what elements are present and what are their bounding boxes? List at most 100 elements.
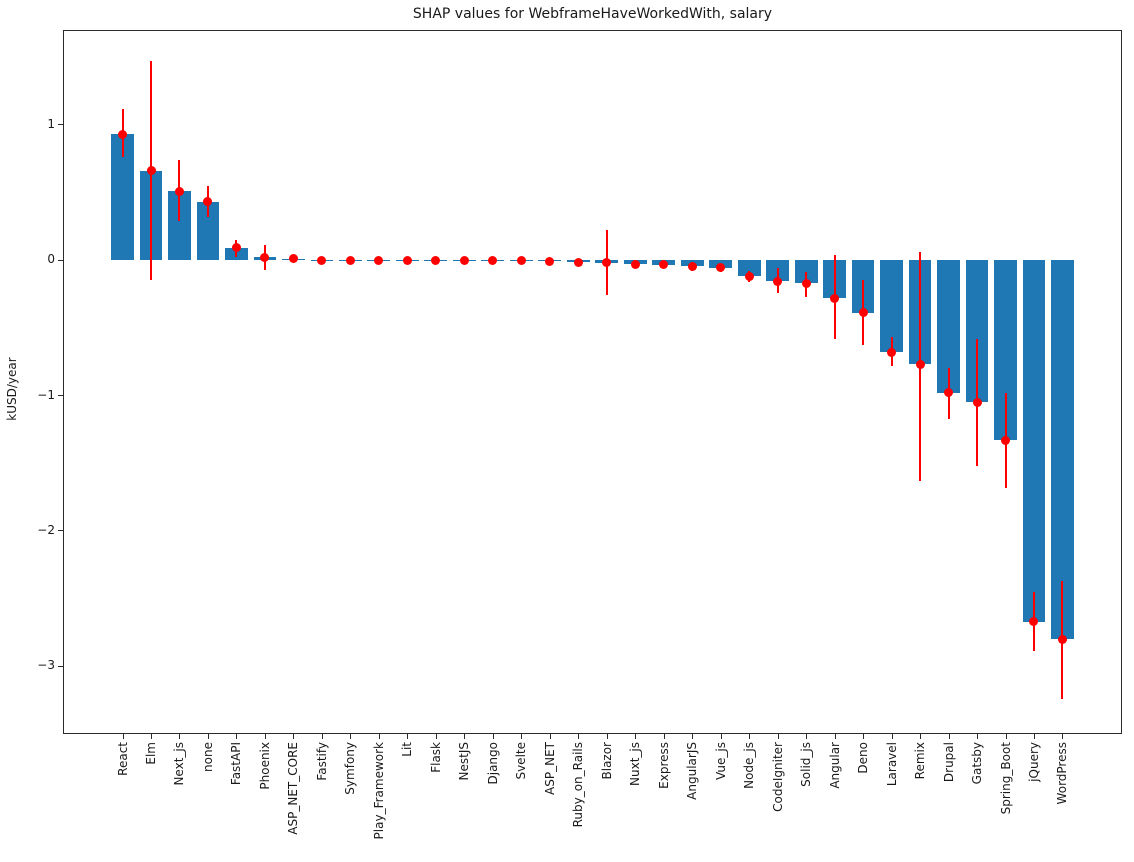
bar: [965, 260, 989, 403]
x-tick-label: Solid_js: [799, 742, 814, 787]
y-tick-label: 1: [47, 116, 55, 131]
x-tick: [977, 734, 979, 739]
x-tick-label: jQuery: [1026, 742, 1041, 782]
x-tick-label: Symfony: [343, 742, 358, 795]
mean-dot: [431, 255, 441, 265]
bar: [111, 134, 134, 261]
mean-dot: [630, 259, 640, 269]
mean-dot: [516, 256, 526, 266]
mean-dot: [716, 263, 726, 273]
mean-dot: [801, 278, 811, 288]
x-tick: [407, 734, 409, 739]
mean-dot: [203, 197, 213, 207]
y-tick-label: −3: [37, 658, 55, 673]
x-tick-label: Laravel: [884, 742, 899, 787]
x-tick-label: React: [115, 742, 130, 776]
mean-dot: [858, 308, 868, 318]
x-tick: [749, 734, 751, 739]
x-tick: [948, 734, 950, 739]
x-tick-label: AngularJS: [685, 742, 700, 800]
x-tick-label: Express: [656, 742, 671, 789]
x-tick-label: Drupal: [941, 742, 956, 783]
x-tick: [207, 734, 209, 739]
mean-dot: [488, 255, 498, 265]
x-tick: [321, 734, 323, 739]
mean-dot: [573, 257, 583, 267]
mean-dot: [231, 243, 241, 253]
mean-dot: [317, 255, 327, 265]
mean-dot: [545, 257, 555, 266]
bar: [737, 260, 761, 277]
x-tick: [692, 734, 694, 739]
mean-dot: [659, 260, 669, 270]
x-tick-label: Elm: [144, 742, 158, 765]
x-tick-label: Django: [485, 742, 500, 785]
x-tick: [635, 734, 637, 739]
bar: [937, 260, 960, 393]
mean-dot: [374, 255, 384, 265]
x-tick-label: Blazor: [599, 742, 614, 780]
x-tick: [891, 734, 893, 739]
x-tick-label: Vue_js: [713, 742, 728, 780]
x-tick: [151, 734, 152, 739]
x-tick-label: Remix: [913, 742, 928, 780]
x-tick: [293, 734, 295, 739]
x-tick-label: none: [200, 742, 215, 772]
x-tick-label: Flask: [428, 742, 443, 773]
x-tick-label: Play_Framework: [371, 742, 386, 840]
x-tick-label: Next_js: [172, 742, 187, 786]
mean-dot: [459, 255, 469, 265]
x-tick: [663, 734, 665, 739]
bar: [994, 260, 1017, 441]
y-tick-label: −1: [37, 387, 55, 402]
mean-dot: [887, 347, 897, 357]
x-tick-label: Nuxt_js: [628, 742, 643, 786]
x-tick-label: Spring_Boot: [998, 742, 1013, 815]
bar: [1022, 260, 1046, 622]
mean-dot: [402, 255, 412, 265]
plot-area: [63, 30, 1122, 734]
mean-dot: [773, 276, 783, 286]
x-tick-label: Gatsby: [970, 742, 985, 785]
x-tick-label: ASP_NET: [542, 742, 557, 795]
x-tick: [521, 734, 523, 739]
x-tick: [806, 734, 808, 739]
x-tick: [578, 734, 580, 739]
mean-dot: [260, 252, 270, 262]
y-tick-label: 0: [47, 252, 55, 267]
x-tick: [1005, 734, 1007, 739]
y-tick: [58, 395, 63, 397]
x-tick: [720, 734, 722, 739]
x-tick-label: Fastify: [314, 742, 329, 781]
mean-dot: [915, 359, 925, 369]
x-tick-label: Lit: [400, 742, 415, 757]
chart-title: SHAP values for WebframeHaveWorkedWith, …: [412, 6, 773, 22]
x-tick-label: WordPress: [1055, 742, 1070, 805]
mean-dot: [118, 129, 128, 139]
mean-dot: [744, 271, 754, 281]
mean-dot: [602, 258, 612, 268]
x-tick-label: Angular: [827, 742, 842, 789]
mean-dot: [288, 254, 298, 264]
bar: [168, 191, 191, 261]
x-tick: [378, 734, 380, 739]
mean-dot: [174, 186, 184, 196]
x-tick: [549, 734, 551, 739]
y-tick: [58, 124, 63, 126]
mean-dot: [1029, 617, 1039, 627]
x-tick: [834, 734, 836, 739]
x-tick: [464, 734, 466, 739]
x-tick-label: Svelte: [514, 742, 529, 780]
x-tick: [179, 734, 181, 739]
bar: [880, 260, 903, 353]
mean-dot: [687, 261, 697, 271]
x-tick: [264, 734, 266, 739]
mean-dot: [830, 293, 840, 303]
x-tick-label: Phoenix: [257, 742, 272, 790]
x-tick: [1062, 734, 1064, 739]
x-tick: [920, 734, 922, 739]
bar: [1051, 260, 1074, 640]
x-tick: [863, 734, 865, 739]
y-tick-label: −2: [37, 522, 55, 537]
